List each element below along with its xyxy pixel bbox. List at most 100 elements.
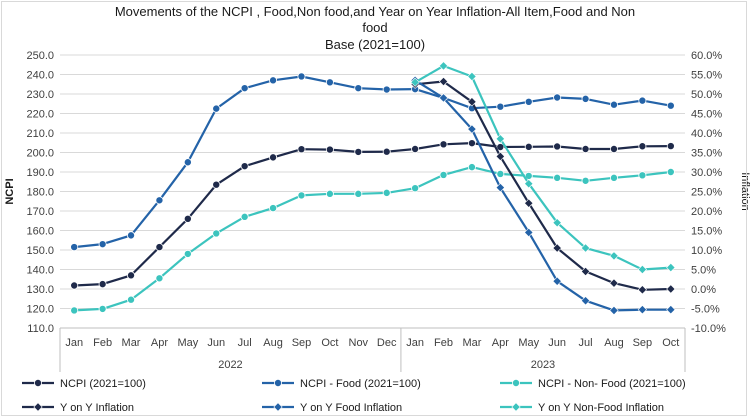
data-point — [70, 243, 79, 252]
x-tick-label: Apr — [492, 337, 509, 349]
right-tick-label: 0.0% — [691, 284, 716, 296]
title-line-1: Movements of the NCPI , Food,Non food,an… — [115, 4, 635, 19]
data-point — [410, 77, 420, 87]
data-point — [666, 101, 675, 110]
series-line — [414, 80, 671, 291]
year-label: 2022 — [218, 359, 242, 371]
right-tick-label: 45.0% — [691, 109, 722, 121]
data-point — [637, 264, 648, 275]
x-tick-label: Mar — [122, 337, 141, 349]
data-point — [637, 285, 648, 295]
data-point — [438, 93, 449, 103]
data-point — [240, 162, 249, 171]
right-tick-label: -10.0% — [691, 323, 726, 335]
data-point — [524, 198, 534, 208]
data-point — [609, 305, 619, 316]
data-point — [354, 147, 363, 156]
data-point — [183, 158, 192, 167]
left-axis-title: NCPI — [4, 178, 16, 204]
left-tick-label: 250.0 — [26, 50, 54, 62]
legend-swatch-marker — [273, 402, 283, 412]
data-point — [580, 266, 591, 277]
data-point — [581, 94, 590, 103]
data-point — [609, 144, 618, 153]
year-label: 2023 — [531, 359, 555, 371]
data-point — [638, 96, 647, 105]
data-point — [325, 78, 334, 87]
data-point — [382, 85, 391, 94]
data-point — [382, 147, 391, 156]
right-tick-label: 60.0% — [691, 50, 722, 62]
x-tick-label: Dec — [377, 337, 397, 349]
data-point — [411, 184, 420, 193]
chart-legend: NCPI (2021=100) NCPI - Food (2021=100) NCP… — [22, 378, 686, 414]
series-line — [74, 75, 671, 249]
data-point — [155, 274, 164, 283]
data-point — [269, 76, 278, 85]
data-point — [552, 276, 562, 286]
series-1 — [70, 139, 675, 290]
data-point — [496, 169, 505, 178]
series-line — [74, 142, 671, 287]
series-5 — [410, 75, 676, 316]
x-tick-label: Jul — [579, 337, 593, 349]
left-tick-label: 210.0 — [26, 128, 54, 140]
data-point — [553, 142, 562, 151]
chart-subtitle: Base (2021=100) — [325, 37, 425, 52]
data-point — [212, 180, 221, 189]
x-tick-label: Jun — [207, 337, 225, 349]
data-point — [467, 139, 476, 148]
legend-label: Y on Y Food Inflation — [300, 402, 402, 414]
right-tick-label: 35.0% — [691, 148, 722, 160]
gridlines — [60, 54, 685, 329]
legend-swatch-marker — [34, 378, 43, 387]
data-point — [552, 218, 562, 228]
data-point — [609, 173, 618, 182]
legend-label: NCPI (2021=100) — [60, 378, 146, 390]
data-point — [183, 214, 192, 223]
data-point — [467, 163, 476, 172]
data-point — [553, 93, 562, 102]
x-tick-label: Feb — [434, 337, 453, 349]
data-point — [524, 97, 533, 106]
data-point — [212, 104, 221, 113]
left-tick-label: 140.0 — [26, 265, 54, 277]
data-point — [637, 305, 648, 315]
legend-swatch-marker — [512, 378, 521, 387]
x-tick-label: Apr — [151, 337, 168, 349]
x-tick-label: Nov — [349, 337, 369, 349]
right-tick-label: 50.0% — [691, 89, 722, 101]
data-point — [325, 145, 334, 154]
legend-label: NCPI - Non- Food (2021=100) — [538, 378, 686, 390]
legend-item: NCPI - Food (2021=100) — [262, 378, 421, 390]
legend-swatch-marker — [273, 378, 282, 387]
data-point — [467, 71, 477, 82]
data-point — [581, 176, 590, 185]
x-tick-label: Aug — [263, 337, 283, 349]
left-tick-label: 160.0 — [26, 226, 54, 238]
legend-item: NCPI (2021=100) — [22, 378, 146, 390]
data-point — [297, 191, 306, 200]
data-point — [467, 124, 477, 134]
left-tick-label: 170.0 — [26, 206, 54, 218]
series-line — [74, 166, 671, 312]
right-tick-label: 55.0% — [691, 70, 722, 82]
legend-item: NCPI - Non- Food (2021=100) — [500, 378, 686, 390]
data-point — [495, 182, 505, 193]
left-tick-label: 120.0 — [26, 304, 54, 316]
data-point — [183, 249, 192, 258]
data-point — [609, 100, 618, 109]
x-tick-label: Oct — [662, 337, 679, 349]
left-tick-label: 200.0 — [26, 148, 54, 160]
left-tick-label: 130.0 — [26, 284, 54, 296]
legend-swatch-marker — [511, 402, 521, 412]
x-tick-label: Jan — [65, 337, 83, 349]
legend-label: NCPI - Food (2021=100) — [300, 378, 421, 390]
data-point — [580, 243, 591, 253]
x-axis: Jan Feb Mar Apr May Jun Jul Aug Sep Oct Nov Dec Jan F… — [59, 327, 686, 372]
data-point — [524, 227, 534, 238]
data-point — [438, 76, 449, 87]
data-point — [666, 284, 676, 294]
right-tick-label: 15.0% — [691, 226, 722, 238]
right-tick-label: 20.0% — [691, 206, 722, 218]
